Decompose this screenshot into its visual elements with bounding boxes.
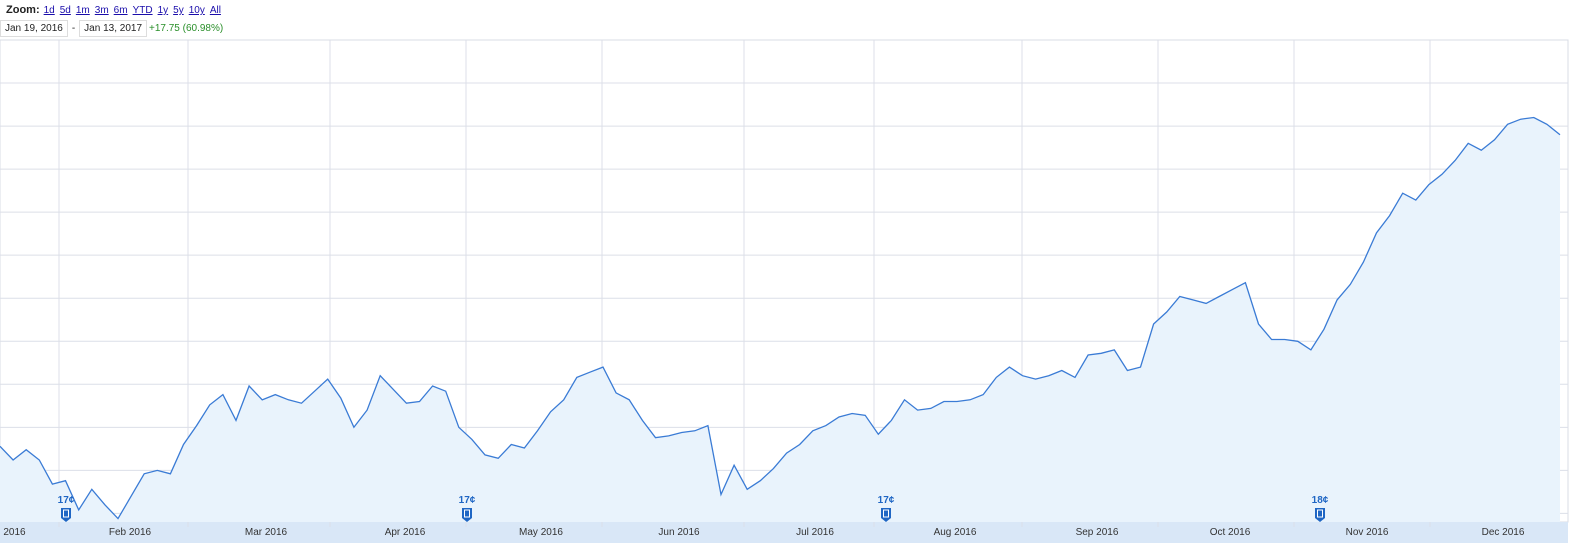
price-line [0, 116, 1561, 520]
x-tick-label: Dec 2016 [1482, 527, 1525, 538]
x-tick-label: Apr 2016 [385, 527, 426, 538]
x-axis-band [0, 522, 1568, 543]
end-date[interactable]: Jan 13, 2017 [79, 20, 147, 37]
dividend-amount: 18¢ [1312, 495, 1329, 506]
x-tick-label: Feb 2016 [109, 527, 152, 538]
dividend-marker-inner [883, 509, 889, 518]
zoom-option[interactable]: YTD [132, 5, 153, 16]
dividend-amount: 17¢ [878, 495, 895, 506]
toolbar: Zoom: 1d 5d 1m 3m 6m YTD 1y 5y 10y All Jan 19, 201… [0, 0, 1578, 40]
dividend-amount: 17¢ [58, 495, 75, 506]
zoom-option[interactable]: 6m [113, 5, 128, 16]
x-tick-label: Jan 2016 [0, 527, 26, 538]
zoom-option[interactable]: 5d [59, 5, 71, 16]
zoom-option[interactable]: 10y [188, 5, 205, 16]
dividend-flag[interactable]: 17¢ [459, 495, 476, 522]
zoom-option[interactable]: 1y [157, 5, 169, 16]
separator: - [71, 23, 76, 34]
zoom-option[interactable]: 1m [75, 5, 90, 16]
dividend-flag[interactable]: 17¢ [58, 495, 75, 522]
price-change: +17.75 (60.98%) [149, 23, 224, 34]
dividend-flag[interactable]: 17¢ [878, 495, 895, 522]
x-tick-label: May 2016 [519, 527, 563, 538]
dividend-marker-inner [63, 509, 69, 518]
zoom-label: Zoom: [6, 4, 40, 16]
x-tick-label: Jul 2016 [796, 527, 834, 538]
zoom-option[interactable]: All [209, 5, 221, 16]
x-tick-label: Nov 2016 [1346, 527, 1389, 538]
dividend-flag[interactable]: 18¢ [1312, 495, 1329, 522]
x-tick-label: Mar 2016 [245, 527, 288, 538]
dividend-amount: 17¢ [459, 495, 476, 506]
zoom-bar: Zoom: 1d 5d 1m 3m 6m YTD 1y 5y 10y All [6, 4, 226, 16]
x-tick-label: Aug 2016 [934, 527, 977, 538]
area [0, 117, 1560, 522]
dividend-marker-inner [1317, 509, 1323, 518]
x-tick-label: Sep 2016 [1076, 527, 1119, 538]
zoom-option[interactable]: 5y [173, 5, 184, 16]
x-tick-label: Jun 2016 [658, 527, 700, 538]
x-tick-label: Oct 2016 [1210, 527, 1251, 538]
date-range: Jan 19, 2016 - Jan 13, 2017 +17.75 (60.9… [0, 20, 223, 37]
start-date[interactable]: Jan 19, 2016 [0, 20, 68, 37]
dividend-marker-inner [464, 509, 470, 518]
zoom-option[interactable]: 1d [43, 5, 55, 16]
zoom-option[interactable]: 3m [94, 5, 109, 16]
